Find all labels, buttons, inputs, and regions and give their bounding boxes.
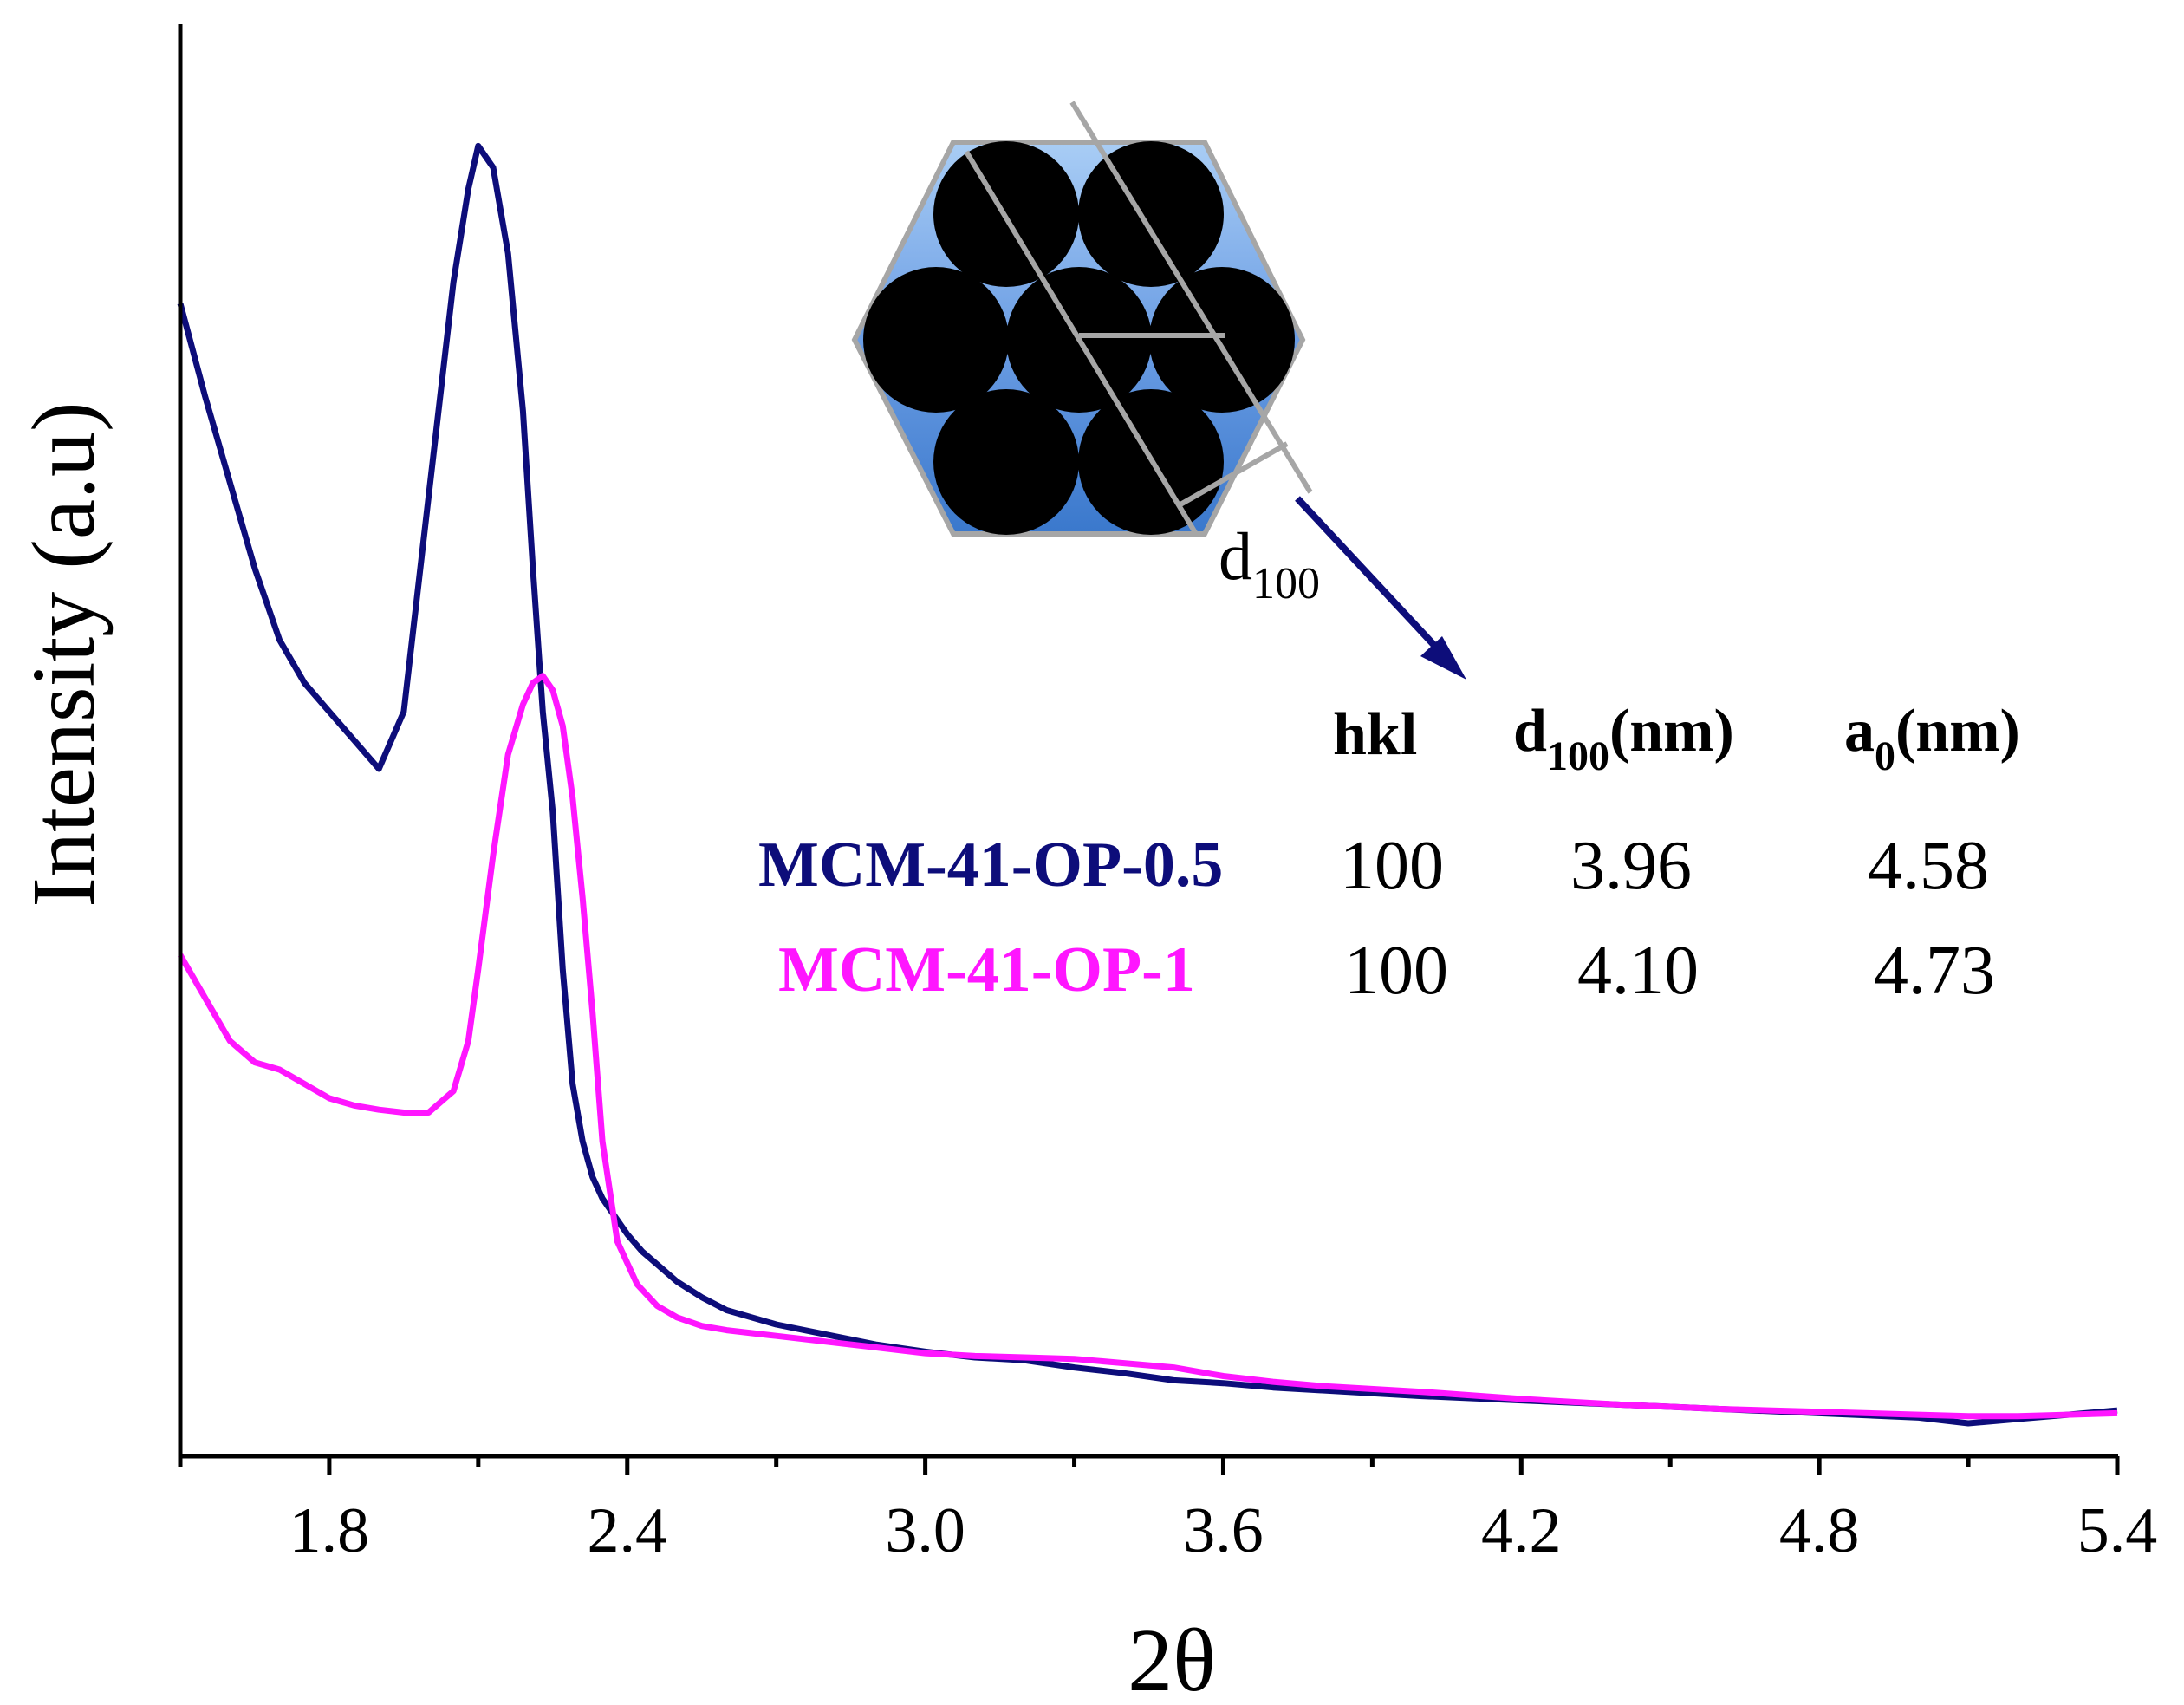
x-tick-label: 2.4 bbox=[588, 1495, 668, 1566]
series-line-mcm-41-op-0.5 bbox=[177, 142, 2118, 1427]
x-tick-label: 1.8 bbox=[289, 1495, 370, 1566]
series-line-mcm-41-op-1 bbox=[177, 673, 2118, 1420]
d100-spacing-line bbox=[1179, 441, 1289, 507]
pore-circle bbox=[863, 267, 1009, 413]
table-header-hkl: hkl bbox=[1333, 701, 1417, 768]
parameters-table: hkl d100(nm) a0(nm) MCM-41-OP-0.5 100 3.… bbox=[758, 698, 2020, 1009]
lattice-plane-line bbox=[1069, 101, 1313, 494]
pointer-arrow-shaft bbox=[1295, 496, 1443, 654]
pore-circle bbox=[933, 389, 1079, 535]
pore-circle bbox=[1149, 267, 1295, 413]
d100-label: d100 bbox=[1219, 518, 1320, 608]
row-name-mcm-41-op-0.5: MCM-41-OP-0.5 bbox=[758, 830, 1223, 901]
series-layer bbox=[177, 142, 2118, 1427]
lattice-plane-line bbox=[964, 150, 1199, 536]
x-tick-label: 4.2 bbox=[1481, 1495, 1562, 1566]
y-axis-title: Intensity (a.u) bbox=[14, 401, 114, 907]
row-a0: 4.73 bbox=[1874, 933, 1995, 1009]
pointer-arrow-head bbox=[1420, 636, 1466, 680]
x-tick-label: 5.4 bbox=[2077, 1495, 2158, 1566]
x-tick-label: 3.6 bbox=[1183, 1495, 1264, 1566]
table-header-d100: d100(nm) bbox=[1513, 698, 1734, 779]
x-axis-title: 2θ bbox=[1128, 1611, 1216, 1705]
row-a0: 4.58 bbox=[1868, 828, 1989, 904]
row-hkl: 100 bbox=[1344, 933, 1448, 1009]
table-header-a0: a0(nm) bbox=[1844, 698, 2020, 779]
pore-structure-inset: d100 bbox=[851, 101, 1466, 680]
row-d100: 4.10 bbox=[1577, 933, 1699, 1009]
row-name-mcm-41-op-1: MCM-41-OP-1 bbox=[778, 934, 1195, 1005]
x-ticks: 1.8 2.4 3.0 3.6 4.2 4.8 5.4 bbox=[178, 1456, 2158, 1566]
x-tick-label: 4.8 bbox=[1779, 1495, 1860, 1566]
row-hkl: 100 bbox=[1340, 828, 1444, 904]
pore-circle bbox=[1078, 141, 1224, 287]
row-d100: 3.96 bbox=[1570, 828, 1692, 904]
x-tick-label: 3.0 bbox=[885, 1495, 965, 1566]
